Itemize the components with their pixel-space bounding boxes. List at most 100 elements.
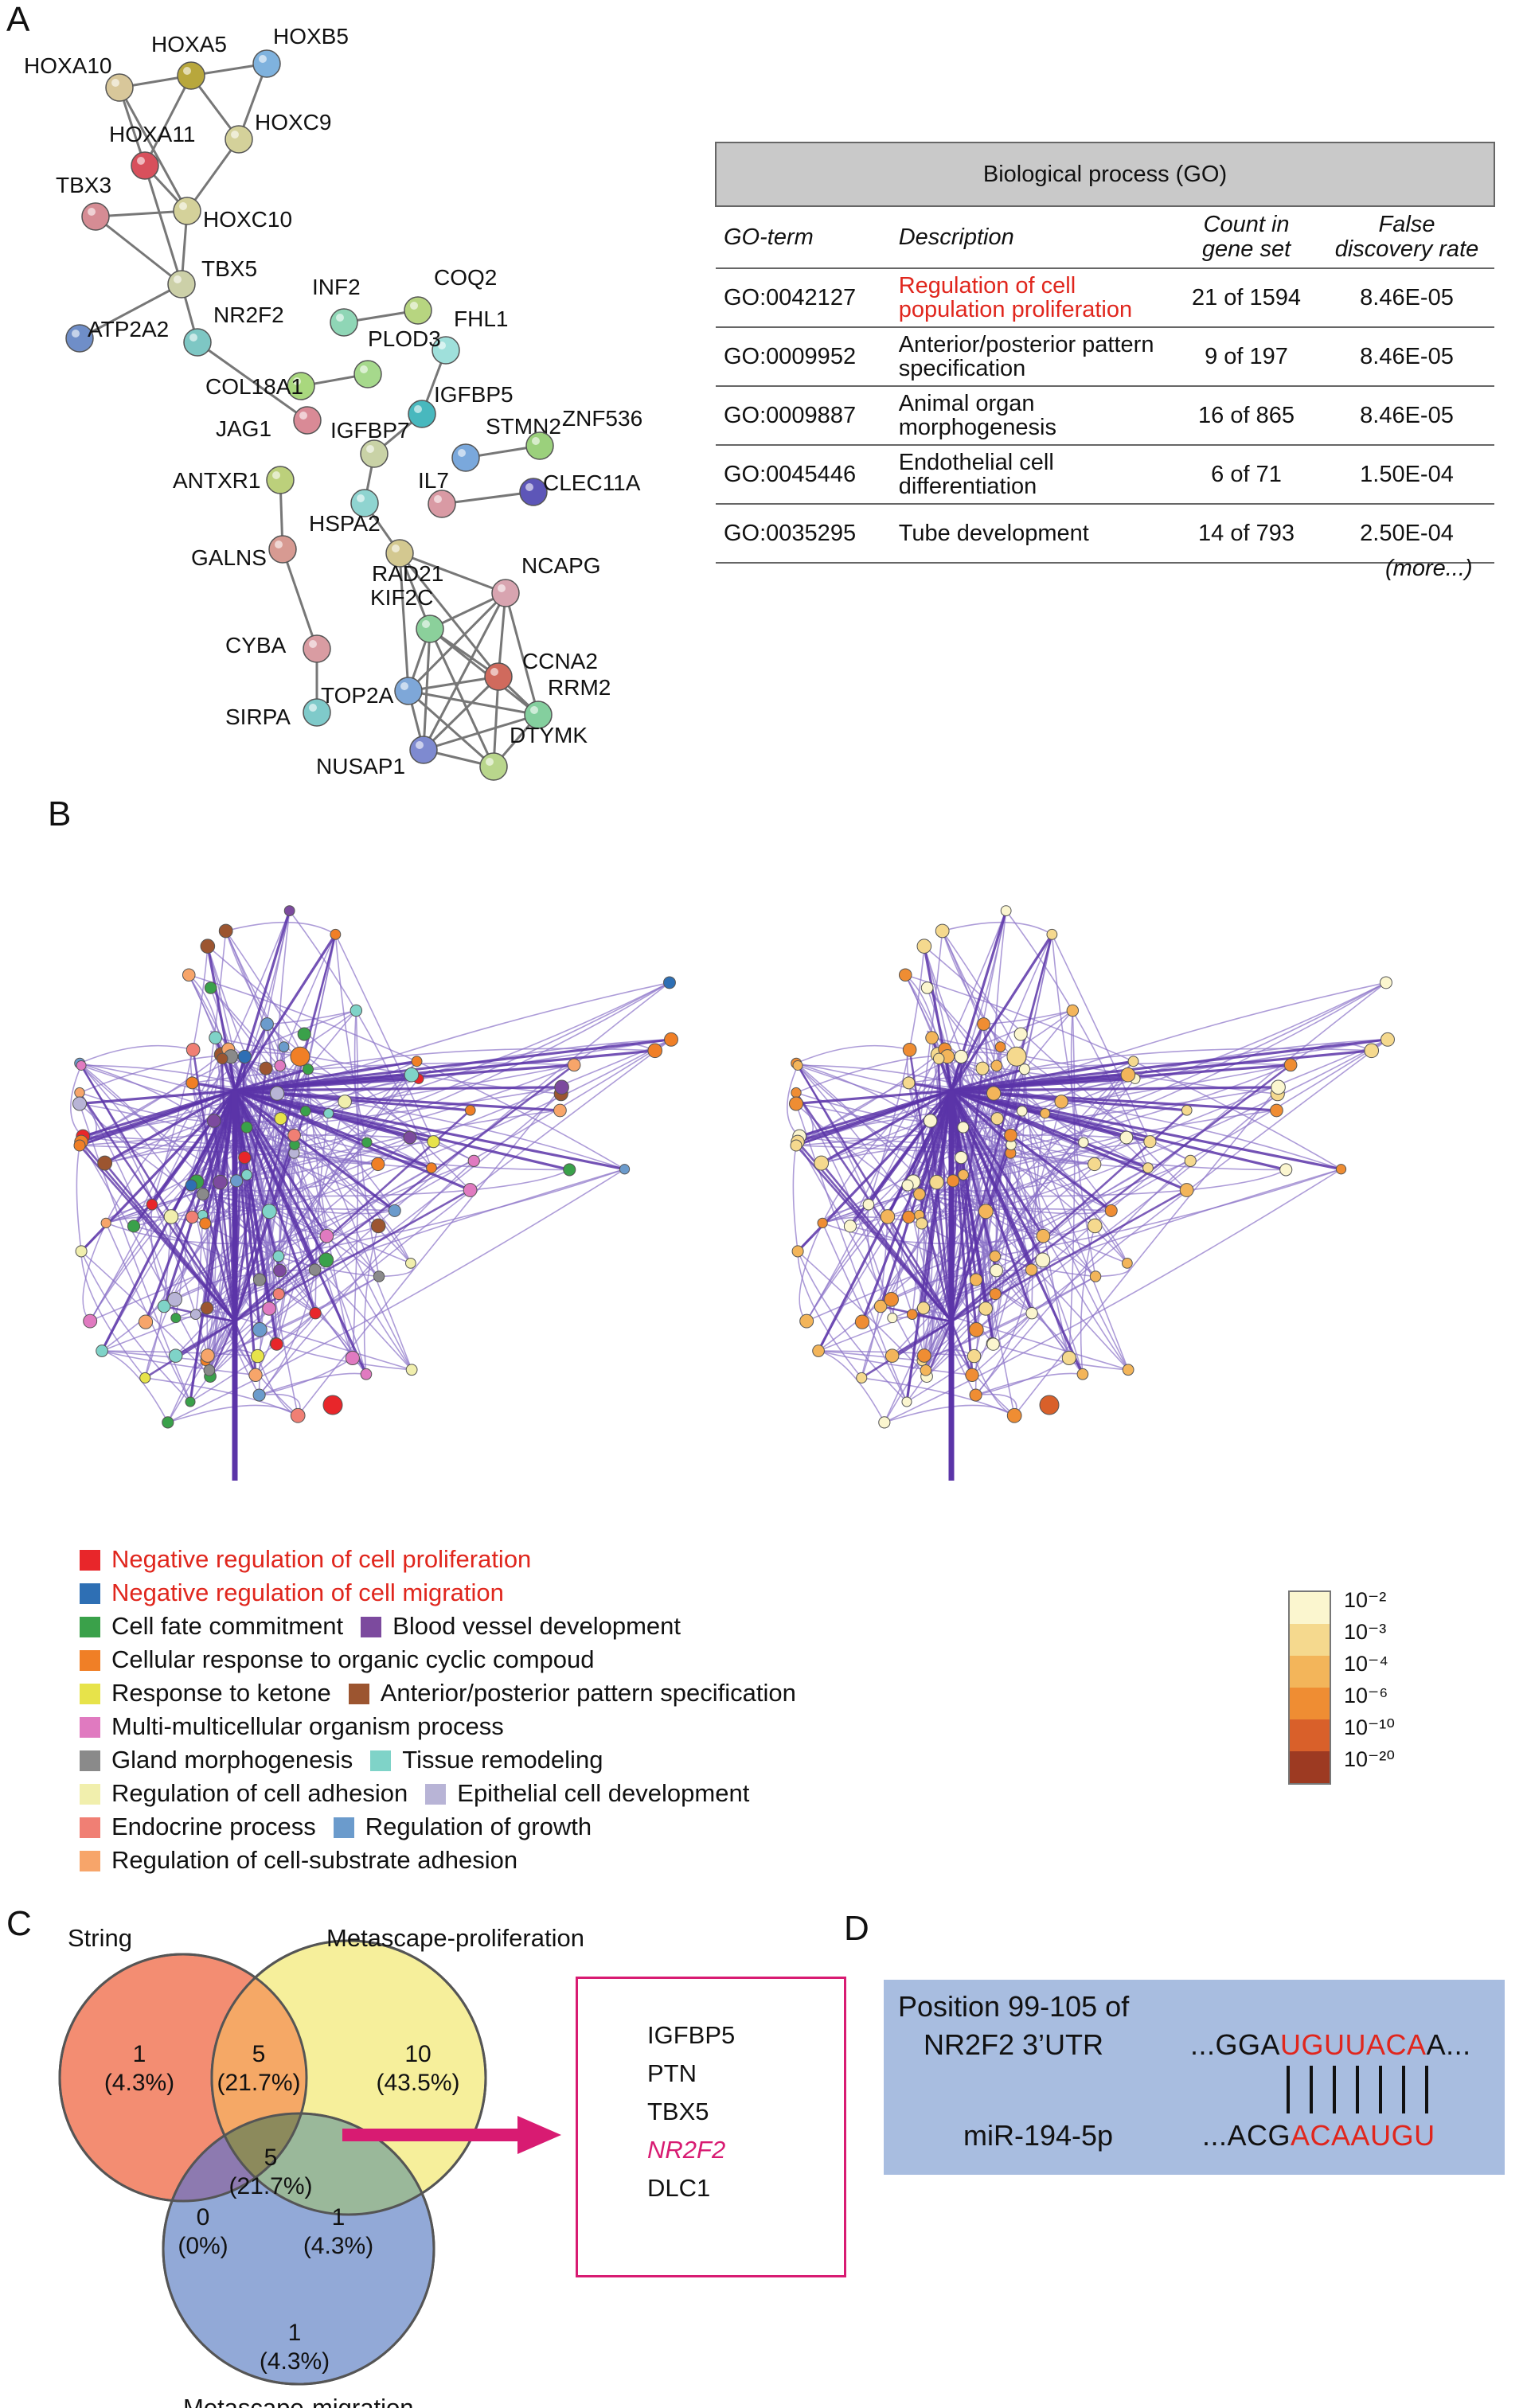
go-cell-count: 6 of 71 [1173, 444, 1319, 505]
term-node [1006, 1407, 1022, 1423]
gene-node-nusap1: NUSAP1 [316, 736, 438, 779]
gene-node-nr2f2: NR2F2 [183, 302, 284, 357]
col-header-term: GO-term [716, 205, 891, 269]
gene-node-ball [360, 439, 389, 468]
network-nodes: HOXA10 HOXA5 HOXB5 HOXC9 HOXA11 HOXC10 TBX3 TBX… [24, 24, 642, 781]
col-header-description: Description [890, 205, 1174, 269]
gene-node-dtymk: DTYMK [479, 723, 588, 781]
arrow-head [517, 2116, 561, 2154]
term-node [167, 1292, 182, 1307]
utr-prefix: ...GGA [1190, 2028, 1281, 2061]
term-node [553, 1103, 567, 1118]
legend-row: Cellular response to organic cyclic comp… [80, 1643, 876, 1676]
gene-label: IL7 [418, 468, 449, 493]
term-node [1380, 1032, 1395, 1047]
term-node [902, 1042, 917, 1057]
panel-label-b: B [48, 794, 72, 833]
gene-node-tbx3: TBX3 [56, 173, 111, 231]
gene-node-ball [268, 535, 297, 564]
gene-node-jag1: JAG1 [216, 406, 322, 441]
colorbar-labels: 10⁻² 10⁻³ 10⁻⁴ 10⁻⁶ 10⁻¹⁰ 10⁻²⁰ [1344, 1584, 1395, 1775]
panel-label-a: A [6, 0, 30, 39]
legend-item: Anterior/posterior pattern specification [348, 1679, 796, 1707]
pairing-lines [1287, 2066, 1428, 2113]
gene-label: ZNF536 [562, 406, 642, 431]
term-node [1025, 1306, 1038, 1320]
term-node [884, 1292, 899, 1307]
term-node [814, 1155, 830, 1171]
term-node [567, 1058, 581, 1072]
term-node [1270, 1103, 1283, 1118]
term-node [977, 1017, 990, 1031]
go-cell-count: 9 of 197 [1173, 326, 1319, 387]
legend-label: Cellular response to organic cyclic comp… [111, 1645, 595, 1673]
colorbar-cell [1290, 1719, 1330, 1751]
gene-list-item: PTN [647, 2059, 697, 2087]
gene-label: HOXB5 [273, 24, 349, 49]
gene-node-plod3: PLOD3 [353, 326, 441, 388]
legend-label: Tissue remodeling [402, 1746, 603, 1774]
legend-swatch [370, 1750, 392, 1771]
term-node [965, 1368, 979, 1383]
legend-swatch [348, 1684, 369, 1704]
term-node [96, 1344, 108, 1357]
term-node [287, 1128, 301, 1142]
venn-percent: (21.7%) [228, 2173, 312, 2199]
term-node [1035, 1252, 1051, 1268]
venn-count: 0 [197, 2204, 210, 2230]
term-node [885, 1348, 900, 1363]
colorbar-label: 10⁻²⁰ [1344, 1747, 1396, 1771]
colorbar-label: 10⁻³ [1344, 1620, 1387, 1644]
gene-node-hspa2: HSPA2 [309, 489, 381, 536]
term-node [902, 1076, 916, 1090]
term-node [237, 1049, 252, 1064]
term-node [330, 928, 342, 940]
legend-label: Blood vessel development [392, 1612, 681, 1640]
venn-count: 5 [264, 2145, 278, 2171]
term-node [1076, 1368, 1089, 1380]
term-node [168, 1348, 183, 1363]
term-node [916, 939, 932, 954]
venn-percent: (4.3%) [260, 2348, 330, 2375]
legend-row: Multi-multicellular organism process [80, 1710, 876, 1743]
term-node [299, 1105, 311, 1117]
network-edge [118, 87, 189, 212]
term-node [878, 1416, 891, 1429]
network-edge [407, 591, 507, 693]
term-node [929, 1174, 944, 1190]
venn-percent: (4.3%) [104, 2070, 174, 2096]
gene-node-kif2c: KIF2C [370, 585, 444, 643]
gene-node-hoxa11: HOXA11 [109, 122, 195, 180]
gene-label: HOXC10 [203, 207, 292, 232]
term-node [162, 1416, 174, 1429]
legend-item: Negative regulation of cell proliferatio… [80, 1545, 531, 1573]
term-node [308, 1263, 322, 1276]
term-node [252, 1388, 266, 1402]
term-node [200, 939, 216, 954]
go-cell-count: 21 of 1594 [1173, 267, 1319, 328]
term-node [975, 1061, 990, 1075]
term-node [97, 1155, 113, 1171]
pvalue-colorbar [1288, 1590, 1331, 1785]
legend-item: Regulation of cell adhesion [80, 1779, 408, 1807]
gene-node-ncapg: NCAPG [491, 553, 601, 607]
term-node [72, 1096, 88, 1111]
go-cell-description: Animal organ morphogenesis [890, 385, 1174, 446]
term-node [345, 1350, 360, 1366]
term-node [1142, 1162, 1154, 1173]
go-cell-term: GO:0009887 [716, 385, 891, 446]
gene-label: HSPA2 [309, 511, 381, 536]
legend-swatch [80, 1750, 100, 1771]
legend-item: Endocrine process [80, 1813, 316, 1840]
legend-row: Cell fate commitment Blood vessel develop… [80, 1610, 876, 1643]
term-node [163, 1209, 179, 1224]
network-edge [428, 628, 495, 767]
gene-node-rad21: RAD21 [372, 539, 443, 586]
go-cell-fdr: 8.46E-05 [1319, 326, 1494, 387]
gene-label: CLEC11A [543, 470, 641, 495]
gene-node-ball [525, 431, 554, 460]
term-node [917, 1348, 931, 1363]
gene-label: DTYMK [510, 723, 588, 747]
term-node [925, 1031, 939, 1045]
go-cell-term: GO:0009952 [716, 326, 891, 387]
